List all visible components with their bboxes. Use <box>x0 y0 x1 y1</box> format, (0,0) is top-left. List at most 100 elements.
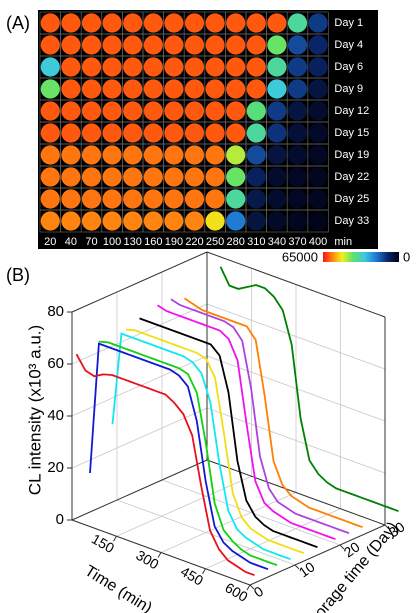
y-tick-label: 40 <box>47 407 64 424</box>
well <box>287 35 308 55</box>
well <box>246 79 266 99</box>
well <box>143 167 163 187</box>
grid-line <box>160 492 297 553</box>
row-label: Day 9 <box>334 83 363 95</box>
well <box>246 211 266 231</box>
well <box>143 145 163 165</box>
cell-frame <box>307 209 329 233</box>
well <box>40 35 60 55</box>
column-label: 40 <box>65 236 77 248</box>
well <box>267 35 287 55</box>
axis-line <box>206 459 386 526</box>
well <box>164 13 184 33</box>
well <box>308 79 328 99</box>
well <box>267 167 287 187</box>
well <box>40 57 60 77</box>
well <box>143 189 163 209</box>
panel-label: (A) <box>6 13 30 33</box>
well <box>184 145 205 165</box>
series-line <box>184 297 363 529</box>
row-label: Day 6 <box>334 61 363 73</box>
tick <box>294 564 300 570</box>
well <box>102 57 122 77</box>
well <box>226 145 246 165</box>
well <box>123 145 143 165</box>
well <box>40 145 60 165</box>
column-label: 310 <box>247 236 265 248</box>
well <box>267 101 287 121</box>
grid-line <box>71 303 208 365</box>
y-tick-label: 20 <box>47 459 64 476</box>
well <box>61 35 81 55</box>
well <box>143 79 163 99</box>
well <box>287 57 308 77</box>
row-label: Day 19 <box>334 149 369 161</box>
well <box>308 101 328 121</box>
well <box>81 79 102 99</box>
well <box>143 123 163 143</box>
well <box>81 123 102 143</box>
well <box>143 57 163 77</box>
well <box>267 57 287 77</box>
x-tick-label: 600 <box>222 579 250 605</box>
well <box>102 189 122 209</box>
well <box>164 79 184 99</box>
well <box>246 123 266 143</box>
axis-line <box>71 251 208 313</box>
well <box>123 189 143 209</box>
well <box>102 13 122 33</box>
well <box>81 13 102 33</box>
well <box>226 167 246 187</box>
well <box>81 145 102 165</box>
well <box>102 35 122 55</box>
well <box>102 167 122 187</box>
row-label: Day 15 <box>334 127 369 139</box>
column-label: 280 <box>227 236 245 248</box>
well <box>184 123 205 143</box>
well <box>267 79 287 99</box>
well <box>226 101 246 121</box>
well <box>61 189 81 209</box>
well <box>81 35 102 55</box>
series-line <box>75 353 255 577</box>
series-line <box>139 317 318 549</box>
well <box>123 35 143 55</box>
well <box>287 123 308 143</box>
well <box>184 167 205 187</box>
well <box>205 145 225 165</box>
well <box>226 123 246 143</box>
well <box>164 167 184 187</box>
well <box>205 35 225 55</box>
series-line <box>170 298 350 535</box>
colorbar <box>323 252 399 262</box>
well <box>164 123 184 143</box>
well <box>308 145 328 165</box>
well <box>61 123 81 143</box>
tick <box>246 584 251 591</box>
series-line <box>89 342 269 571</box>
series-line <box>111 332 291 561</box>
well <box>143 101 163 121</box>
colorbar-min: 0 <box>403 249 410 264</box>
well <box>40 101 60 121</box>
row-label: Day 1 <box>334 17 363 29</box>
well <box>267 211 287 231</box>
well <box>308 211 328 231</box>
tick <box>157 552 162 558</box>
tick <box>202 568 206 575</box>
well <box>205 101 225 121</box>
well <box>40 189 60 209</box>
well <box>164 145 184 165</box>
tick <box>249 584 255 590</box>
well <box>102 101 122 121</box>
y-axis-title: CL intensity (x10³ a.u.) <box>25 325 44 495</box>
grid-line <box>161 479 341 546</box>
well <box>61 211 81 231</box>
column-label: 190 <box>165 236 183 248</box>
well <box>61 101 81 121</box>
tick <box>339 544 345 550</box>
well <box>123 211 143 231</box>
well <box>40 123 60 143</box>
well <box>246 101 266 121</box>
